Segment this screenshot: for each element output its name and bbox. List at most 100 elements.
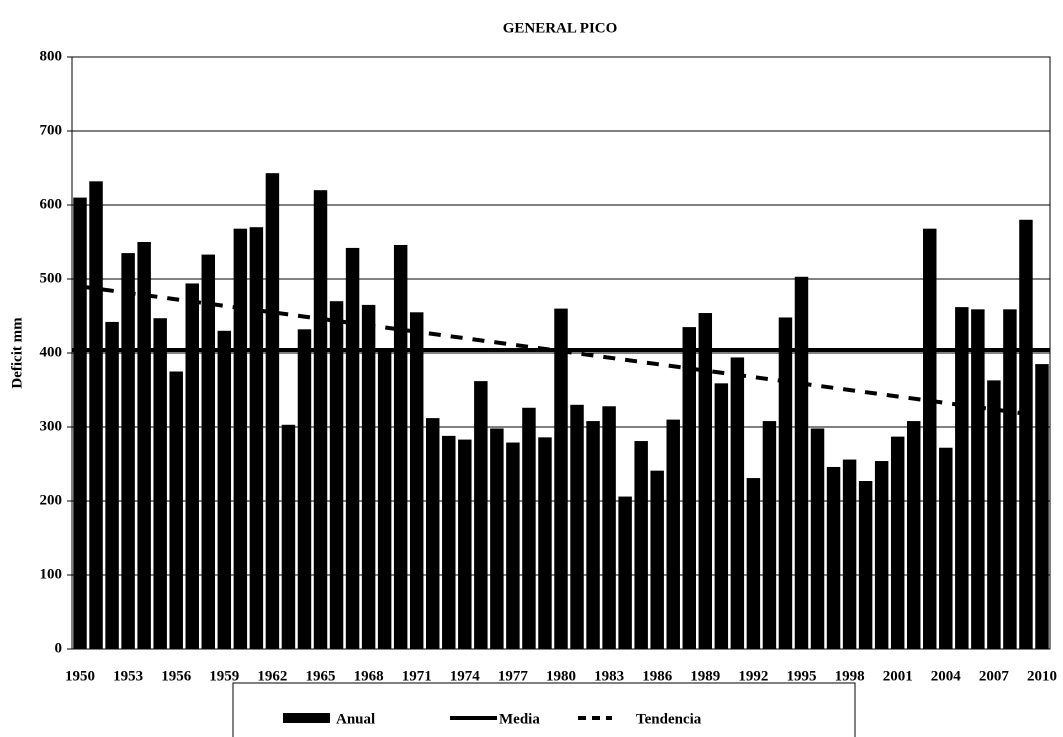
bar — [874, 461, 889, 649]
x-tick-label: 2004 — [931, 668, 962, 684]
bar — [153, 318, 167, 649]
bar — [971, 309, 985, 649]
bar — [313, 190, 328, 649]
bar — [602, 406, 616, 649]
bar — [554, 308, 568, 649]
trend-line — [79, 284, 1043, 418]
bar — [297, 329, 312, 649]
bar — [634, 441, 648, 649]
bar — [490, 428, 504, 649]
bar — [618, 496, 632, 649]
legend-label: Tendencia — [636, 711, 702, 727]
y-tick-label: 200 — [40, 492, 63, 508]
y-tick-label: 500 — [40, 270, 63, 286]
bar — [426, 418, 440, 649]
y-tick-label: 600 — [40, 196, 63, 212]
bar — [89, 181, 103, 649]
bar — [762, 421, 777, 649]
bar — [1003, 309, 1017, 649]
bar — [955, 307, 969, 649]
x-tick-label: 1962 — [257, 668, 287, 684]
bar — [249, 227, 264, 649]
bar — [538, 437, 552, 649]
bar — [810, 428, 825, 649]
bar — [233, 228, 248, 649]
bar — [185, 283, 199, 649]
bar — [939, 447, 953, 649]
chart-title: GENERAL PICO — [503, 20, 618, 36]
bar — [682, 327, 696, 649]
x-tick-label: 1965 — [306, 668, 336, 684]
bar — [890, 436, 905, 649]
y-tick-label: 100 — [40, 566, 63, 582]
bar — [746, 478, 761, 649]
y-tick-label: 700 — [40, 122, 63, 138]
bar — [361, 304, 376, 649]
x-tick-label: 1986 — [642, 668, 673, 684]
bar — [858, 481, 873, 649]
x-tick-label: 1983 — [594, 668, 624, 684]
bar — [345, 247, 360, 650]
x-tick-label: 1992 — [738, 668, 768, 684]
bar — [842, 459, 857, 649]
bar — [474, 381, 488, 649]
bar — [393, 244, 408, 649]
x-tick-label: 1998 — [835, 668, 865, 684]
legend-label: Anual — [336, 711, 375, 727]
bar — [442, 435, 456, 649]
bar — [1035, 364, 1049, 649]
bar — [506, 442, 520, 649]
y-tick-label: 400 — [40, 344, 63, 360]
bar — [923, 228, 937, 649]
x-tick-label: 1995 — [786, 668, 816, 684]
x-tick-label: 1953 — [113, 668, 143, 684]
y-tick-label: 0 — [55, 640, 63, 656]
bar — [730, 357, 745, 649]
legend-box — [232, 682, 856, 737]
x-tick-label: 1959 — [209, 668, 239, 684]
legend-swatch — [283, 713, 330, 723]
bar — [698, 313, 713, 649]
bar — [105, 321, 119, 649]
bar — [714, 383, 729, 649]
bar — [409, 312, 424, 649]
bar — [794, 276, 809, 649]
x-tick-label: 1977 — [498, 668, 529, 684]
x-tick-label: 1974 — [450, 668, 481, 684]
bar — [826, 466, 841, 649]
x-tick-label: 1956 — [161, 668, 192, 684]
x-tick-label: 1989 — [690, 668, 720, 684]
x-tick-label: 2001 — [883, 668, 913, 684]
bar — [201, 254, 216, 649]
bar — [650, 470, 664, 649]
bar — [121, 253, 135, 649]
bar — [906, 421, 921, 649]
bar — [73, 197, 87, 649]
y-tick-label: 800 — [40, 48, 63, 64]
bar — [1019, 219, 1033, 650]
x-tick-label: 2007 — [979, 668, 1010, 684]
x-tick-label: 1971 — [402, 668, 432, 684]
x-tick-label: 2010 — [1027, 668, 1057, 684]
x-tick-label: 1968 — [354, 668, 384, 684]
y-axis-label: Deficit mm — [9, 317, 25, 389]
x-tick-label: 1950 — [65, 668, 95, 684]
bar — [281, 424, 296, 649]
y-tick-label: 300 — [40, 418, 63, 434]
bar — [217, 330, 232, 649]
bar — [522, 407, 536, 649]
x-tick-label: 1980 — [546, 668, 576, 684]
bar — [137, 242, 151, 649]
bar — [377, 349, 392, 649]
bar — [586, 421, 600, 649]
bar — [570, 404, 584, 649]
bar — [778, 317, 793, 649]
legend-label: Media — [499, 711, 540, 727]
bar — [265, 173, 280, 649]
bar — [666, 419, 680, 649]
bar — [169, 371, 183, 649]
bar — [458, 439, 472, 649]
bar — [987, 380, 1001, 649]
bar — [329, 301, 344, 649]
